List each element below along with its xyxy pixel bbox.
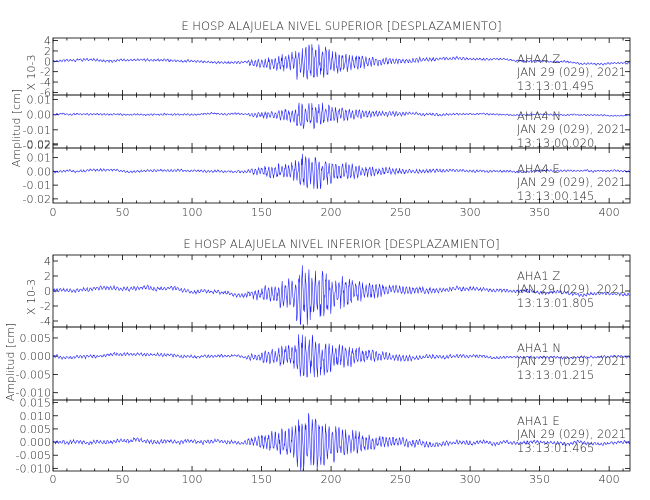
y-tick-label: -0.005 — [16, 449, 51, 462]
y-tick-label: -0.02 — [23, 193, 51, 206]
x-tick-label: 400 — [599, 473, 620, 486]
y-tick-label: -4 — [40, 315, 51, 328]
y-axis-label: Amplitud [cm] — [4, 323, 17, 401]
y-tick-label: 0 — [44, 55, 51, 68]
x-tick-label: 200 — [321, 473, 342, 486]
y-scale-label: X 10-3 — [25, 55, 38, 91]
date-label: JAN 29 (029), 2021 — [517, 122, 626, 136]
x-tick-label: 350 — [529, 206, 550, 219]
x-tick-label: 350 — [529, 473, 550, 486]
waveform-trace — [52, 102, 631, 130]
y-tick-label: 0.000 — [20, 436, 52, 449]
date-label: JAN 29 (029), 2021 — [517, 354, 626, 368]
date-label: JAN 29 (029), 2021 — [517, 65, 626, 79]
chart-title: E HOSP ALAJUELA NIVEL INFERIOR [DESPLAZA… — [183, 237, 499, 251]
time-label: 13:13:00.145 — [517, 189, 594, 203]
waveform-trace — [52, 265, 631, 326]
time-label: 13:13:01.805 — [517, 296, 594, 310]
x-tick-label: 50 — [116, 206, 130, 219]
x-tick-label: 250 — [390, 206, 411, 219]
x-tick-label: 300 — [460, 473, 481, 486]
y-tick-label: 0.02 — [27, 138, 52, 151]
x-tick-label: 0 — [50, 206, 57, 219]
y-tick-label: -4 — [40, 76, 51, 89]
waveform-trace — [52, 334, 631, 378]
x-tick-label: 150 — [251, 206, 272, 219]
y-tick-label: -0.02 — [23, 139, 51, 152]
x-tick-label: 50 — [116, 473, 130, 486]
date-label: JAN 29 (029), 2021 — [517, 427, 626, 441]
y-tick-label: 0.00 — [27, 109, 52, 122]
time-label: 13:13:00.020 — [517, 136, 594, 150]
station-label: AHA4 N — [517, 109, 561, 123]
panel-frame — [52, 399, 631, 472]
x-tick-label: 0 — [50, 473, 57, 486]
y-scale-label: X 10-3 — [25, 279, 38, 315]
y-tick-label: -0.010 — [16, 387, 51, 400]
y-tick-label: 0 — [44, 285, 51, 298]
date-label: JAN 29 (029), 2021 — [517, 282, 626, 296]
x-tick-label: 150 — [251, 473, 272, 486]
x-tick-label: 300 — [460, 206, 481, 219]
time-label: 13:13:01.495 — [517, 79, 594, 93]
y-tick-label: 0.010 — [20, 410, 52, 423]
y-tick-label: 0.000 — [20, 350, 52, 363]
x-tick-label: 100 — [182, 473, 203, 486]
waveform-trace — [52, 153, 631, 190]
y-tick-label: -6 — [40, 86, 51, 99]
y-tick-label: -2 — [40, 300, 51, 313]
station-label: AHA1 N — [517, 341, 561, 355]
waveform-trace — [52, 412, 631, 471]
y-tick-label: -0.010 — [16, 462, 51, 475]
x-tick-label: 250 — [390, 473, 411, 486]
y-tick-label: 0.00 — [27, 165, 52, 178]
station-label: AHA4 E — [517, 162, 560, 176]
x-tick-label: 100 — [182, 206, 203, 219]
y-tick-label: 0.005 — [20, 332, 52, 345]
time-label: 13:13:01.465 — [517, 441, 594, 455]
x-tick-label: 400 — [599, 206, 620, 219]
station-label: AHA4 Z — [517, 52, 560, 66]
station-label: AHA1 Z — [517, 269, 560, 283]
station-label: AHA1 E — [517, 414, 560, 428]
y-tick-label: -0.01 — [23, 179, 51, 192]
time-label: 13:13:01.215 — [517, 368, 594, 382]
y-tick-label: 0.005 — [20, 423, 52, 436]
y-tick-label: -0.005 — [16, 368, 51, 381]
y-axis-label: Amplitud [cm] — [10, 89, 23, 167]
y-tick-label: 0.015 — [20, 397, 52, 410]
y-tick-label: -2 — [40, 66, 51, 79]
y-tick-label: 0.01 — [27, 152, 52, 165]
panel-frame — [52, 147, 631, 204]
y-tick-label: 4 — [44, 255, 51, 268]
y-tick-label: 4 — [44, 35, 51, 48]
date-label: JAN 29 (029), 2021 — [517, 175, 626, 189]
chart-title: E HOSP ALAJUELA NIVEL SUPERIOR [DESPLAZA… — [181, 19, 501, 33]
x-tick-label: 200 — [321, 206, 342, 219]
y-tick-label: 2 — [44, 45, 51, 58]
waveform-trace — [52, 44, 631, 80]
y-tick-label: -0.01 — [23, 124, 51, 137]
y-tick-label: 0.01 — [27, 94, 52, 107]
y-tick-label: 2 — [44, 270, 51, 283]
